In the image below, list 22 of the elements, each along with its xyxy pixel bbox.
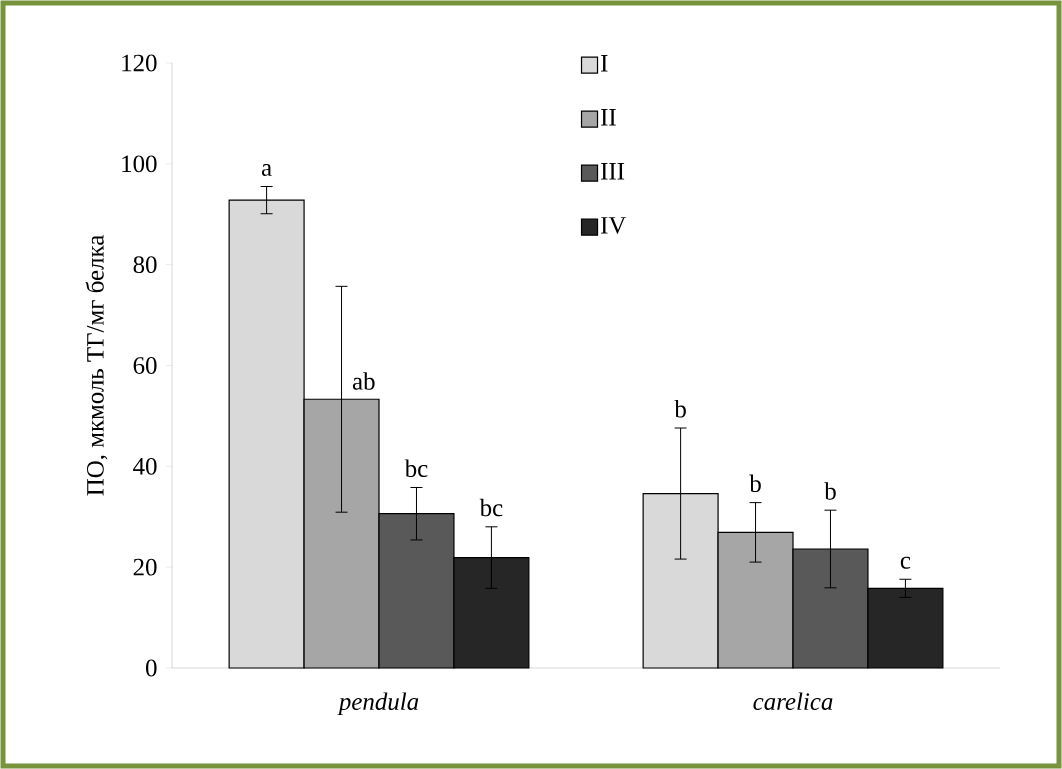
y-tick-label: 80	[133, 256, 157, 274]
data-label: bc	[479, 498, 503, 517]
data-label: b	[824, 482, 836, 500]
y-tick-label: 100	[122, 155, 157, 173]
y-tick-label: 20	[133, 558, 157, 576]
x-tick-label: carelica	[753, 692, 833, 711]
y-tick-label: 60	[133, 357, 157, 374]
data-label: c	[900, 556, 911, 569]
legend-label: III	[601, 163, 625, 180]
x-tick-label: pendula	[337, 692, 419, 716]
data-label: ab	[352, 372, 375, 390]
y-tick-label: 120	[122, 54, 157, 72]
y-axis-title: ПО, мкмоль ТГ/мг белка	[85, 235, 108, 496]
y-tick-label: 0	[146, 659, 157, 677]
data-label: b	[674, 399, 686, 418]
data-label: a	[261, 164, 272, 177]
legend-label: II	[601, 109, 616, 126]
data-label: bc	[404, 459, 428, 477]
y-tick-label: 40	[133, 457, 157, 475]
legend-label: IV	[601, 217, 627, 234]
legend-label: I	[601, 55, 608, 72]
data-label: b	[749, 474, 761, 493]
